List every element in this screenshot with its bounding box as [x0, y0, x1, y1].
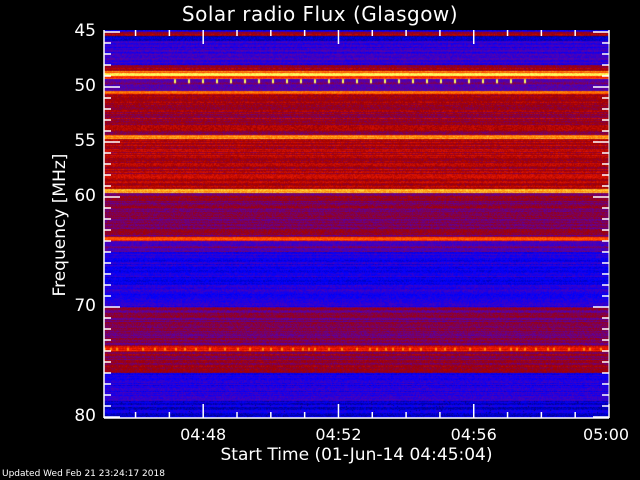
x-tick-label: 04:52 — [315, 425, 362, 444]
updated-timestamp: Updated Wed Feb 21 23:24:17 2018 — [2, 469, 165, 479]
x-tick-label: 05:00 — [582, 425, 630, 444]
heatmap-band — [104, 32, 609, 35]
heatmap-band — [104, 94, 609, 135]
heatmap-band — [104, 41, 609, 65]
y-tick-label: 55 — [74, 131, 96, 151]
heatmap-band — [104, 373, 609, 401]
heatmap-band — [104, 71, 609, 73]
heatmap-band — [104, 241, 609, 252]
heatmap-band — [104, 351, 609, 373]
y-tick-label: 70 — [74, 296, 96, 316]
heatmap-band — [104, 307, 609, 346]
heatmap-band — [104, 35, 609, 41]
x-axis-title: Start Time (01-Jun-14 04:45:04) — [220, 445, 493, 465]
chart-title: Solar radio Flux (Glasgow) — [181, 2, 459, 26]
y-tick-label: 50 — [74, 76, 96, 96]
heatmap-band — [104, 252, 609, 307]
y-axis-title: Frequency [MHz] — [50, 153, 70, 297]
heatmap-band — [104, 193, 609, 237]
heatmap-band — [104, 188, 609, 192]
spectrogram-heatmap — [104, 30, 609, 418]
heatmap-band — [104, 90, 609, 93]
heatmap-band — [104, 76, 609, 78]
heatmap-band — [104, 139, 609, 189]
x-tick-label: 04:48 — [180, 425, 227, 444]
heatmap-band — [104, 134, 609, 138]
heatmap-band — [104, 65, 609, 71]
heatmap-band — [104, 401, 609, 418]
heatmap-band — [104, 73, 609, 76]
x-tick-label: 04:56 — [450, 425, 497, 444]
y-tick-label: 60 — [74, 186, 96, 206]
y-tick-label: 80 — [74, 406, 96, 426]
heatmap-band — [104, 237, 609, 241]
heatmap-band — [104, 346, 609, 352]
heatmap-band — [104, 78, 609, 90]
y-tick-label: 45 — [74, 21, 96, 41]
